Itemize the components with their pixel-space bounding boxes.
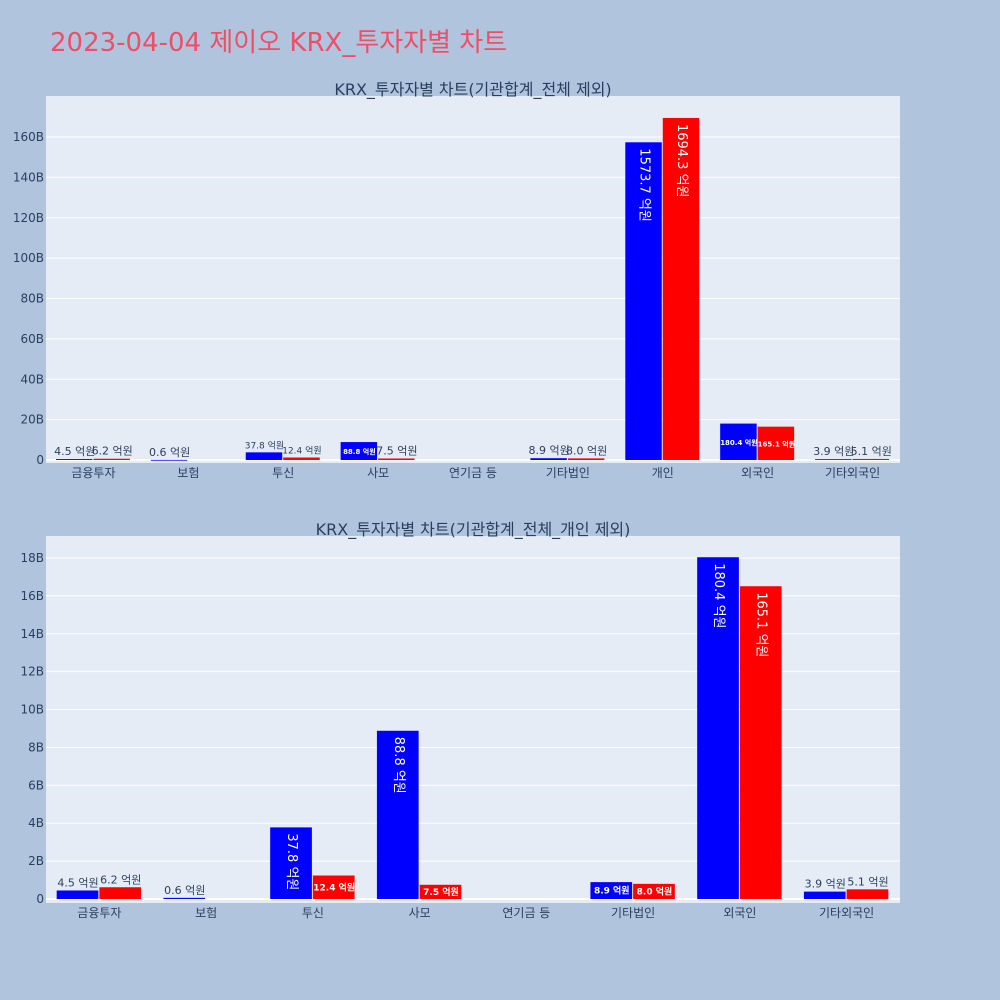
bar: [163, 897, 206, 899]
data-label: 37.8 억원: [284, 833, 299, 890]
data-label: 8.9 억원: [529, 444, 570, 457]
bar: [757, 426, 795, 460]
bar: [245, 452, 283, 460]
data-label: 180.4 억원: [711, 563, 726, 628]
bar: [56, 890, 99, 899]
y-tick-label: 120B: [13, 211, 44, 225]
bar: [720, 423, 757, 460]
x-tick-label: 투신: [272, 466, 294, 480]
bar: [270, 827, 312, 899]
bar: [312, 875, 355, 899]
data-label: 12.4 억원: [282, 444, 321, 456]
data-label: 5.1 억원: [847, 875, 888, 888]
y-tick-label: 10B: [20, 703, 44, 717]
bar: [739, 586, 782, 899]
chart-title: KRX_투자자별 차트(기관합계_전체 제외): [334, 80, 611, 100]
x-tick-label: 기타외국인: [825, 466, 880, 480]
x-tick-label: 기타법인: [546, 466, 590, 480]
main-title: 2023-04-04 제이오 KRX_투자자별 차트: [50, 28, 508, 58]
y-tick-label: 18B: [20, 551, 44, 565]
x-tick-label: 사모: [409, 906, 431, 920]
bar: [55, 459, 93, 460]
bar: [530, 458, 567, 460]
bar: [590, 882, 633, 899]
data-label: 8.9 억원: [594, 885, 630, 897]
x-tick-label: 기타외국인: [819, 906, 874, 920]
y-tick-label: 60B: [20, 332, 44, 346]
y-tick-label: 2B: [28, 854, 44, 868]
bar: [625, 142, 662, 460]
y-tick-label: 20B: [20, 413, 44, 427]
bar: [283, 457, 320, 460]
y-tick-label: 16B: [20, 589, 44, 603]
x-tick-label: 보험: [195, 906, 217, 920]
data-label: 8.0 억원: [637, 885, 673, 897]
y-tick-label: 140B: [13, 170, 44, 184]
bar: [803, 891, 846, 899]
y-tick-label: 8B: [28, 740, 44, 754]
data-label: 3.9 억원: [813, 445, 854, 458]
y-tick-label: 14B: [20, 627, 44, 641]
data-label: 0.6 억원: [149, 446, 190, 459]
bar: [99, 887, 142, 899]
data-label: 165.1 억원: [758, 439, 795, 448]
data-label: 6.2 억원: [92, 445, 133, 458]
data-label: 88.8 억원: [343, 447, 376, 456]
x-tick-label: 보험: [177, 466, 199, 480]
y-tick-label: 80B: [20, 292, 44, 306]
data-label: 7.5 억원: [376, 444, 417, 457]
x-tick-label: 투신: [302, 906, 324, 920]
y-tick-label: 0: [36, 453, 44, 467]
y-tick-label: 4B: [28, 816, 44, 830]
bar: [697, 557, 739, 899]
bar: [340, 442, 378, 460]
data-label: 6.2 억원: [100, 873, 141, 886]
y-tick-label: 6B: [28, 778, 44, 792]
bar: [846, 889, 889, 899]
x-tick-label: 금융투자: [71, 466, 115, 480]
bar: [633, 883, 675, 899]
chart-1: 0 20B 40B 60B 80B 100B 120B 140B 160B KRX_투자자별 차트…: [13, 80, 900, 480]
x-tick-label: 외국인: [741, 466, 774, 480]
bar: [150, 459, 188, 461]
y-tick-label: 0: [36, 892, 44, 906]
x-tick-label: 개인: [652, 466, 674, 480]
data-label: 4.5 억원: [57, 876, 98, 889]
x-tick-label: 연기금 등: [502, 906, 550, 920]
bar: [852, 458, 890, 460]
bar: [93, 458, 130, 460]
data-label: 180.4 억원: [720, 438, 757, 447]
data-label: 165.1 억원: [754, 592, 769, 657]
data-label: 7.5 억원: [423, 886, 459, 898]
data-label: 88.8 억원: [391, 737, 406, 794]
bar: [815, 459, 852, 461]
bar: [376, 730, 419, 899]
bar: [662, 117, 700, 460]
x-tick-label: 연기금 등: [449, 466, 497, 480]
chart-2: 0 2B 4B 6B 8B 10B 12B 14B 16B 18B KRX_투자자별 차트(기관합계…: [20, 520, 900, 920]
data-label: 37.8 억원: [245, 439, 284, 451]
y-tick-label: 12B: [20, 665, 44, 679]
x-tick-label: 금융투자: [77, 906, 121, 920]
data-label: 8.0 억원: [566, 444, 607, 457]
chart-title: KRX_투자자별 차트(기관합계_전체_개인 제외): [316, 520, 631, 540]
data-label: 12.4 억원: [313, 881, 355, 893]
data-label: 1694.3 억원: [674, 124, 689, 198]
x-tick-label: 외국인: [723, 906, 756, 920]
x-tick-label: 사모: [367, 466, 389, 480]
y-tick-label: 40B: [20, 372, 44, 386]
plot-area: [46, 96, 900, 463]
y-tick-label: 100B: [13, 251, 44, 265]
bar: [419, 884, 462, 899]
data-label: 0.6 억원: [164, 884, 205, 897]
data-label: 4.5 억원: [54, 445, 95, 458]
data-label: 3.9 억원: [805, 878, 846, 891]
data-label: 5.1 억원: [851, 445, 892, 458]
data-label: 1573.7 억원: [637, 148, 652, 222]
y-tick-label: 160B: [13, 130, 44, 144]
bar: [567, 458, 605, 460]
x-tick-label: 기타법인: [611, 906, 655, 920]
bar: [378, 458, 415, 460]
